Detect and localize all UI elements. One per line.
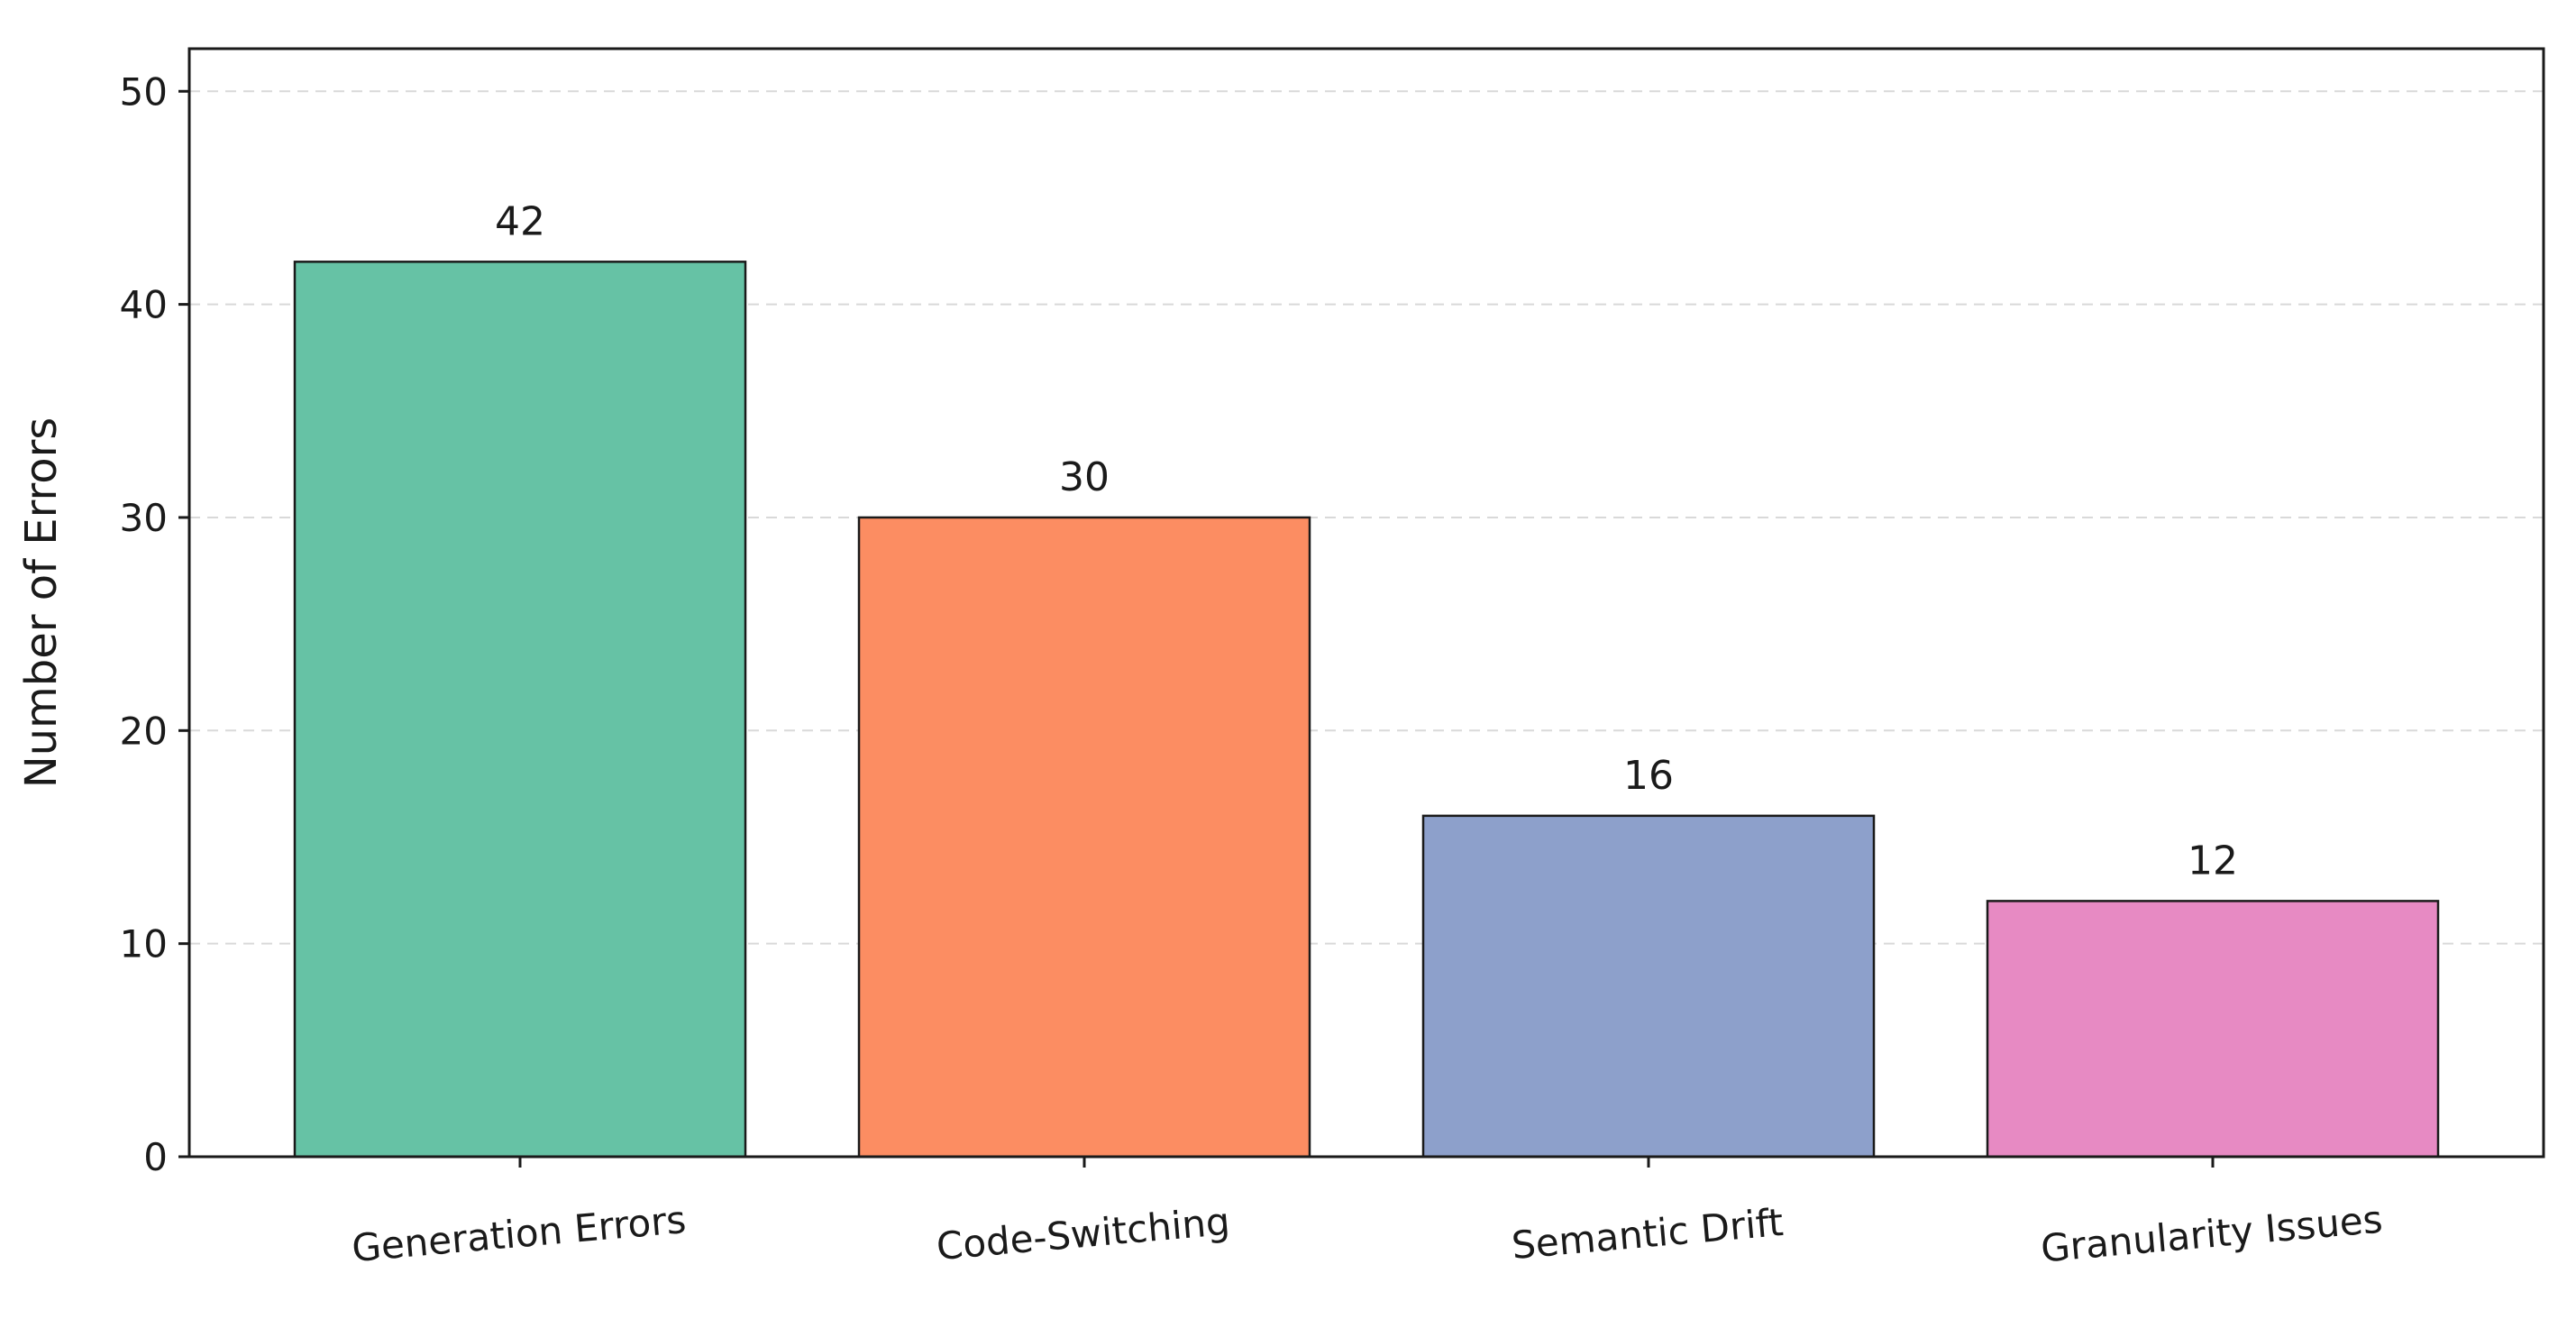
bar-value-label: 16 [1623,753,1674,799]
value-labels: 42 30 16 12 [495,198,2238,884]
y-tick-label: 50 [120,69,168,114]
x-axis: Generation Errors Code-Switching Semantic … [350,1157,2384,1271]
y-tick-label: 40 [120,283,168,327]
x-tick-label: Semantic Drift [1510,1200,1785,1268]
bar-value-label: 42 [495,198,545,244]
y-tick-label: 0 [143,1135,168,1179]
gridlines [189,90,2544,945]
bar-value-label: 12 [2188,838,2238,884]
bar [293,261,747,1159]
y-tick-label: 10 [120,922,168,966]
plot-frame [187,47,2545,1159]
bar [1421,814,1876,1159]
bar-value-label: 30 [1059,454,1110,500]
bars [293,261,2440,1159]
y-tick-label: 30 [120,496,168,540]
bar [1986,900,2440,1159]
x-tick-label: Code-Switching [935,1199,1232,1269]
y-axis-label: Number of Errors [16,417,67,789]
bar [857,516,1311,1159]
y-axis: 0 10 20 30 40 50 [120,69,189,1179]
x-tick-label: Generation Errors [350,1197,688,1270]
y-tick-label: 20 [120,709,168,753]
x-tick-label: Granularity Issues [2039,1197,2384,1271]
